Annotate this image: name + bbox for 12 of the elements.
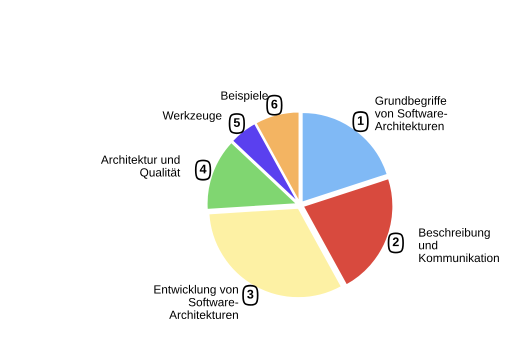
slice-label: Beispiele: [221, 91, 268, 102]
text: 1: [358, 116, 364, 125]
text: 2: [392, 237, 399, 246]
slice-label: Grundbegriffe von Software- Architekturen: [374, 96, 448, 130]
text: 6: [271, 100, 278, 109]
text: 4: [200, 164, 206, 174]
slice-label: Werkzeuge: [162, 111, 222, 122]
text: 3: [247, 290, 254, 299]
slice-label: Architektur und Qualität: [100, 155, 180, 179]
slice-label: Entwicklung von Software- Architekturen: [154, 284, 238, 320]
slice-label: Beschreibung und Kommunikation: [419, 228, 499, 262]
text: 5: [234, 118, 240, 127]
